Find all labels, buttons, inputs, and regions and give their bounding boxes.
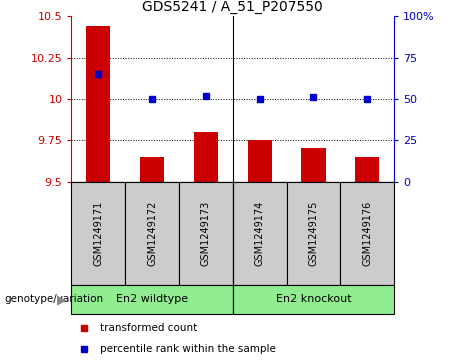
Bar bbox=[301, 148, 325, 182]
Bar bbox=[71, 182, 125, 285]
Text: percentile rank within the sample: percentile rank within the sample bbox=[100, 344, 277, 354]
Text: genotype/variation: genotype/variation bbox=[5, 294, 104, 305]
Text: ▶: ▶ bbox=[57, 293, 67, 306]
Bar bbox=[86, 26, 111, 182]
Text: GSM1249172: GSM1249172 bbox=[147, 200, 157, 266]
Bar bbox=[194, 132, 218, 182]
Bar bbox=[248, 140, 272, 182]
Text: En2 wildtype: En2 wildtype bbox=[116, 294, 188, 305]
Text: transformed count: transformed count bbox=[100, 323, 198, 333]
Text: GSM1249173: GSM1249173 bbox=[201, 201, 211, 266]
Bar bbox=[233, 285, 394, 314]
Bar bbox=[179, 182, 233, 285]
Text: GSM1249176: GSM1249176 bbox=[362, 201, 372, 266]
Text: GSM1249171: GSM1249171 bbox=[93, 201, 103, 266]
Bar bbox=[340, 182, 394, 285]
Title: GDS5241 / A_51_P207550: GDS5241 / A_51_P207550 bbox=[142, 0, 323, 14]
Bar bbox=[355, 157, 379, 182]
Bar bbox=[140, 157, 164, 182]
Text: GSM1249174: GSM1249174 bbox=[254, 201, 265, 266]
Bar bbox=[287, 182, 340, 285]
Bar bbox=[71, 285, 233, 314]
Text: GSM1249175: GSM1249175 bbox=[308, 200, 319, 266]
Bar bbox=[125, 182, 179, 285]
Text: En2 knockout: En2 knockout bbox=[276, 294, 351, 305]
Bar bbox=[233, 182, 287, 285]
